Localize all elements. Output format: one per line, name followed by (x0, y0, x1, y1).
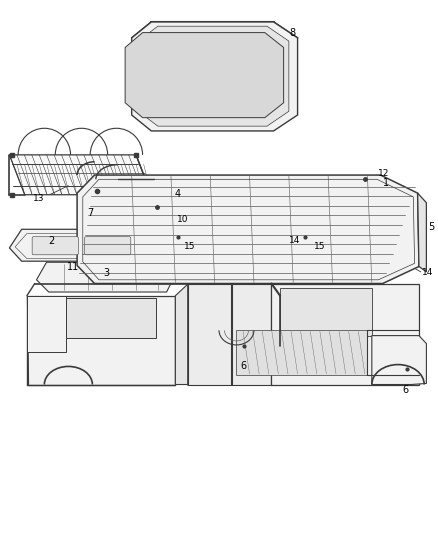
Polygon shape (138, 26, 289, 126)
Text: 7: 7 (87, 208, 93, 219)
Text: 15: 15 (184, 242, 196, 251)
Text: 5: 5 (427, 222, 434, 232)
Text: 14: 14 (422, 269, 433, 277)
Polygon shape (125, 33, 284, 118)
Polygon shape (372, 336, 426, 384)
Polygon shape (175, 284, 188, 384)
Polygon shape (188, 284, 272, 384)
Text: 4: 4 (174, 189, 180, 199)
Text: 13: 13 (33, 194, 44, 203)
Text: 8: 8 (290, 28, 296, 38)
FancyBboxPatch shape (32, 237, 78, 255)
Text: 11: 11 (67, 262, 79, 271)
Polygon shape (27, 296, 175, 384)
Polygon shape (35, 298, 155, 338)
Text: 14: 14 (289, 237, 300, 246)
Text: 1: 1 (383, 177, 389, 188)
Text: 3: 3 (103, 268, 109, 278)
Polygon shape (77, 175, 419, 284)
Polygon shape (280, 288, 372, 336)
Polygon shape (27, 296, 66, 352)
Polygon shape (36, 262, 175, 292)
Polygon shape (132, 22, 297, 131)
Text: 2: 2 (48, 236, 54, 246)
Text: 12: 12 (378, 169, 390, 179)
Text: 10: 10 (177, 215, 188, 224)
Text: 15: 15 (314, 242, 326, 251)
FancyBboxPatch shape (85, 237, 131, 255)
Polygon shape (418, 193, 426, 272)
Text: 6: 6 (403, 385, 409, 395)
Polygon shape (272, 284, 419, 384)
Text: 6: 6 (240, 361, 246, 372)
Polygon shape (10, 229, 166, 261)
Polygon shape (237, 330, 367, 375)
Polygon shape (10, 155, 151, 195)
